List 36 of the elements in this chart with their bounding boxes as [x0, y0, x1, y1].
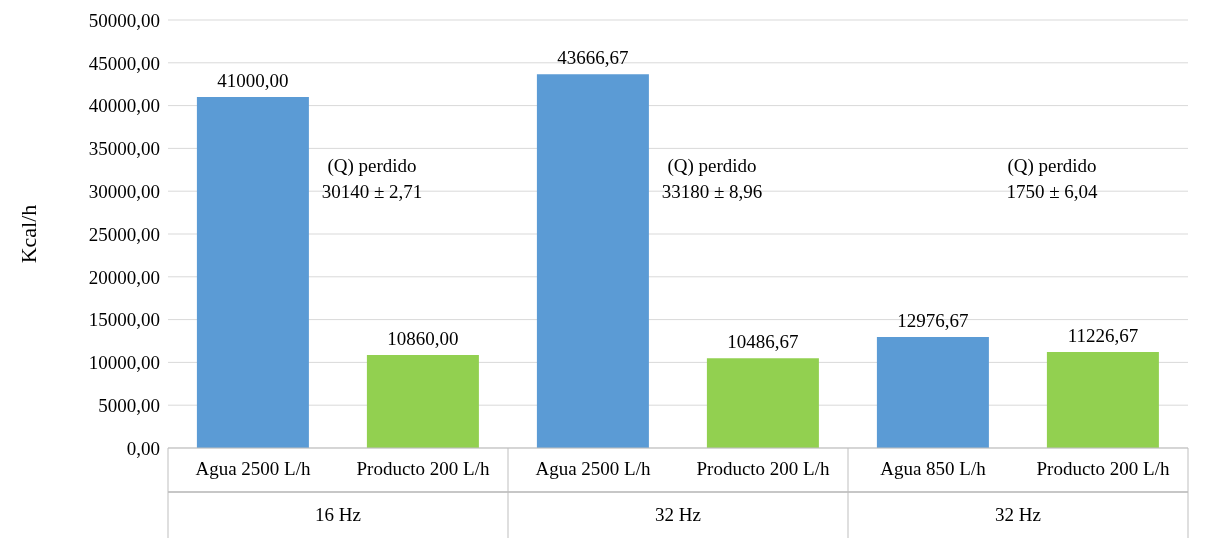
x-tick-label: Producto 200 L/h	[1036, 458, 1170, 480]
y-tick-label: 10000,00	[88, 352, 160, 374]
x-tick-label: Producto 200 L/h	[356, 458, 490, 480]
text: 16 Hz	[314, 504, 362, 526]
y-tick-label: 15000,00	[88, 309, 160, 331]
y-tick-label: 40000,00	[88, 95, 160, 117]
annotation: (Q) perdido 33180 ± 8,96	[660, 153, 764, 204]
bar	[706, 358, 819, 448]
annotation: (Q) perdido 30140 ± 2,71	[320, 153, 424, 204]
x-tick-label: Agua 850 L/h	[880, 458, 987, 480]
data-label: 41000,00	[217, 70, 289, 92]
y-tick-label: 0,00	[126, 437, 160, 459]
y-tick-label: 45000,00	[88, 52, 160, 74]
text: 32 Hz	[654, 504, 702, 526]
data-label: 10860,00	[387, 328, 459, 350]
bar	[876, 336, 989, 448]
y-tick-label: 35000,00	[88, 138, 160, 160]
x-tick-label: Agua 2500 L/h	[195, 458, 312, 480]
data-label: 10486,67	[727, 331, 799, 353]
y-tick-label: 30000,00	[88, 180, 160, 202]
annotation: (Q) perdido 1750 ± 6,04	[1005, 153, 1099, 204]
bar	[536, 74, 649, 448]
bar	[196, 97, 309, 448]
text: 32 Hz	[994, 504, 1042, 526]
y-tick-label: 20000,00	[88, 266, 160, 288]
bar	[366, 355, 479, 448]
x-tick-label: Agua 2500 L/h	[535, 458, 652, 480]
y-tick-label: 25000,00	[88, 223, 160, 245]
y-axis-title: Kcal/h	[15, 204, 41, 264]
data-label: 43666,67	[557, 47, 629, 69]
x-tick-label: Producto 200 L/h	[696, 458, 830, 480]
bar	[1046, 351, 1159, 448]
y-tick-label: 50000,00	[88, 9, 160, 31]
y-tick-label: 5000,00	[98, 394, 160, 416]
data-label: 11226,67	[1067, 324, 1139, 346]
data-label: 12976,67	[897, 309, 969, 331]
